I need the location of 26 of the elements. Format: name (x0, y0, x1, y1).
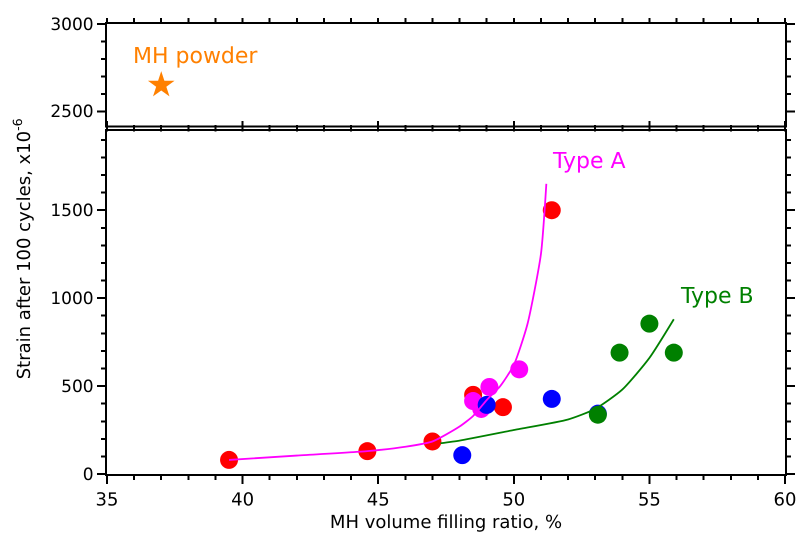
point (640, 314, 658, 333)
point (542, 201, 561, 220)
y-tick-label: 2500 (50, 102, 94, 122)
series-label: Type A (552, 149, 626, 174)
point (664, 344, 683, 362)
x-tick-label: 40 (231, 490, 254, 511)
point (610, 344, 629, 362)
y-tick-label: 3000 (50, 14, 94, 35)
point (494, 398, 512, 416)
point (542, 390, 561, 408)
point (220, 450, 238, 469)
y-tick-label: 1500 (50, 201, 94, 222)
x-tick-label: 60 (774, 490, 796, 511)
y-tick-label: 0 (82, 464, 94, 485)
point (453, 446, 472, 464)
point (510, 360, 528, 378)
series-label: Type B (680, 284, 754, 309)
x-tick-label: 55 (638, 490, 661, 511)
x-tick-label: 50 (502, 490, 526, 511)
x-tick-label: 45 (366, 490, 390, 511)
y-tick-label: 1000 (50, 289, 94, 310)
x-axis-title: MH volume filling ratio, % (330, 512, 562, 534)
series-label: MH powder (133, 44, 258, 69)
x-tick-label: 35 (96, 490, 118, 511)
y-tick-label: 500 (61, 377, 94, 398)
point (480, 378, 498, 396)
